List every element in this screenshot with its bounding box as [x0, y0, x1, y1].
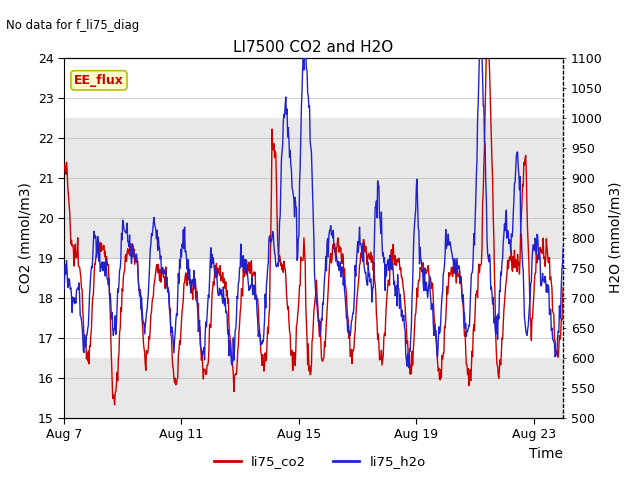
Title: LI7500 CO2 and H2O: LI7500 CO2 and H2O: [234, 40, 394, 55]
Bar: [64, 358, 563, 418]
Text: No data for f_li75_diag: No data for f_li75_diag: [6, 19, 140, 32]
X-axis label: Time: Time: [529, 446, 563, 461]
Y-axis label: H2O (mmol/m3): H2O (mmol/m3): [608, 182, 622, 293]
Bar: [64, 118, 563, 258]
Text: EE_flux: EE_flux: [74, 74, 124, 87]
Y-axis label: CO2 (mmol/m3): CO2 (mmol/m3): [18, 182, 32, 293]
Legend: li75_co2, li75_h2o: li75_co2, li75_h2o: [209, 450, 431, 473]
